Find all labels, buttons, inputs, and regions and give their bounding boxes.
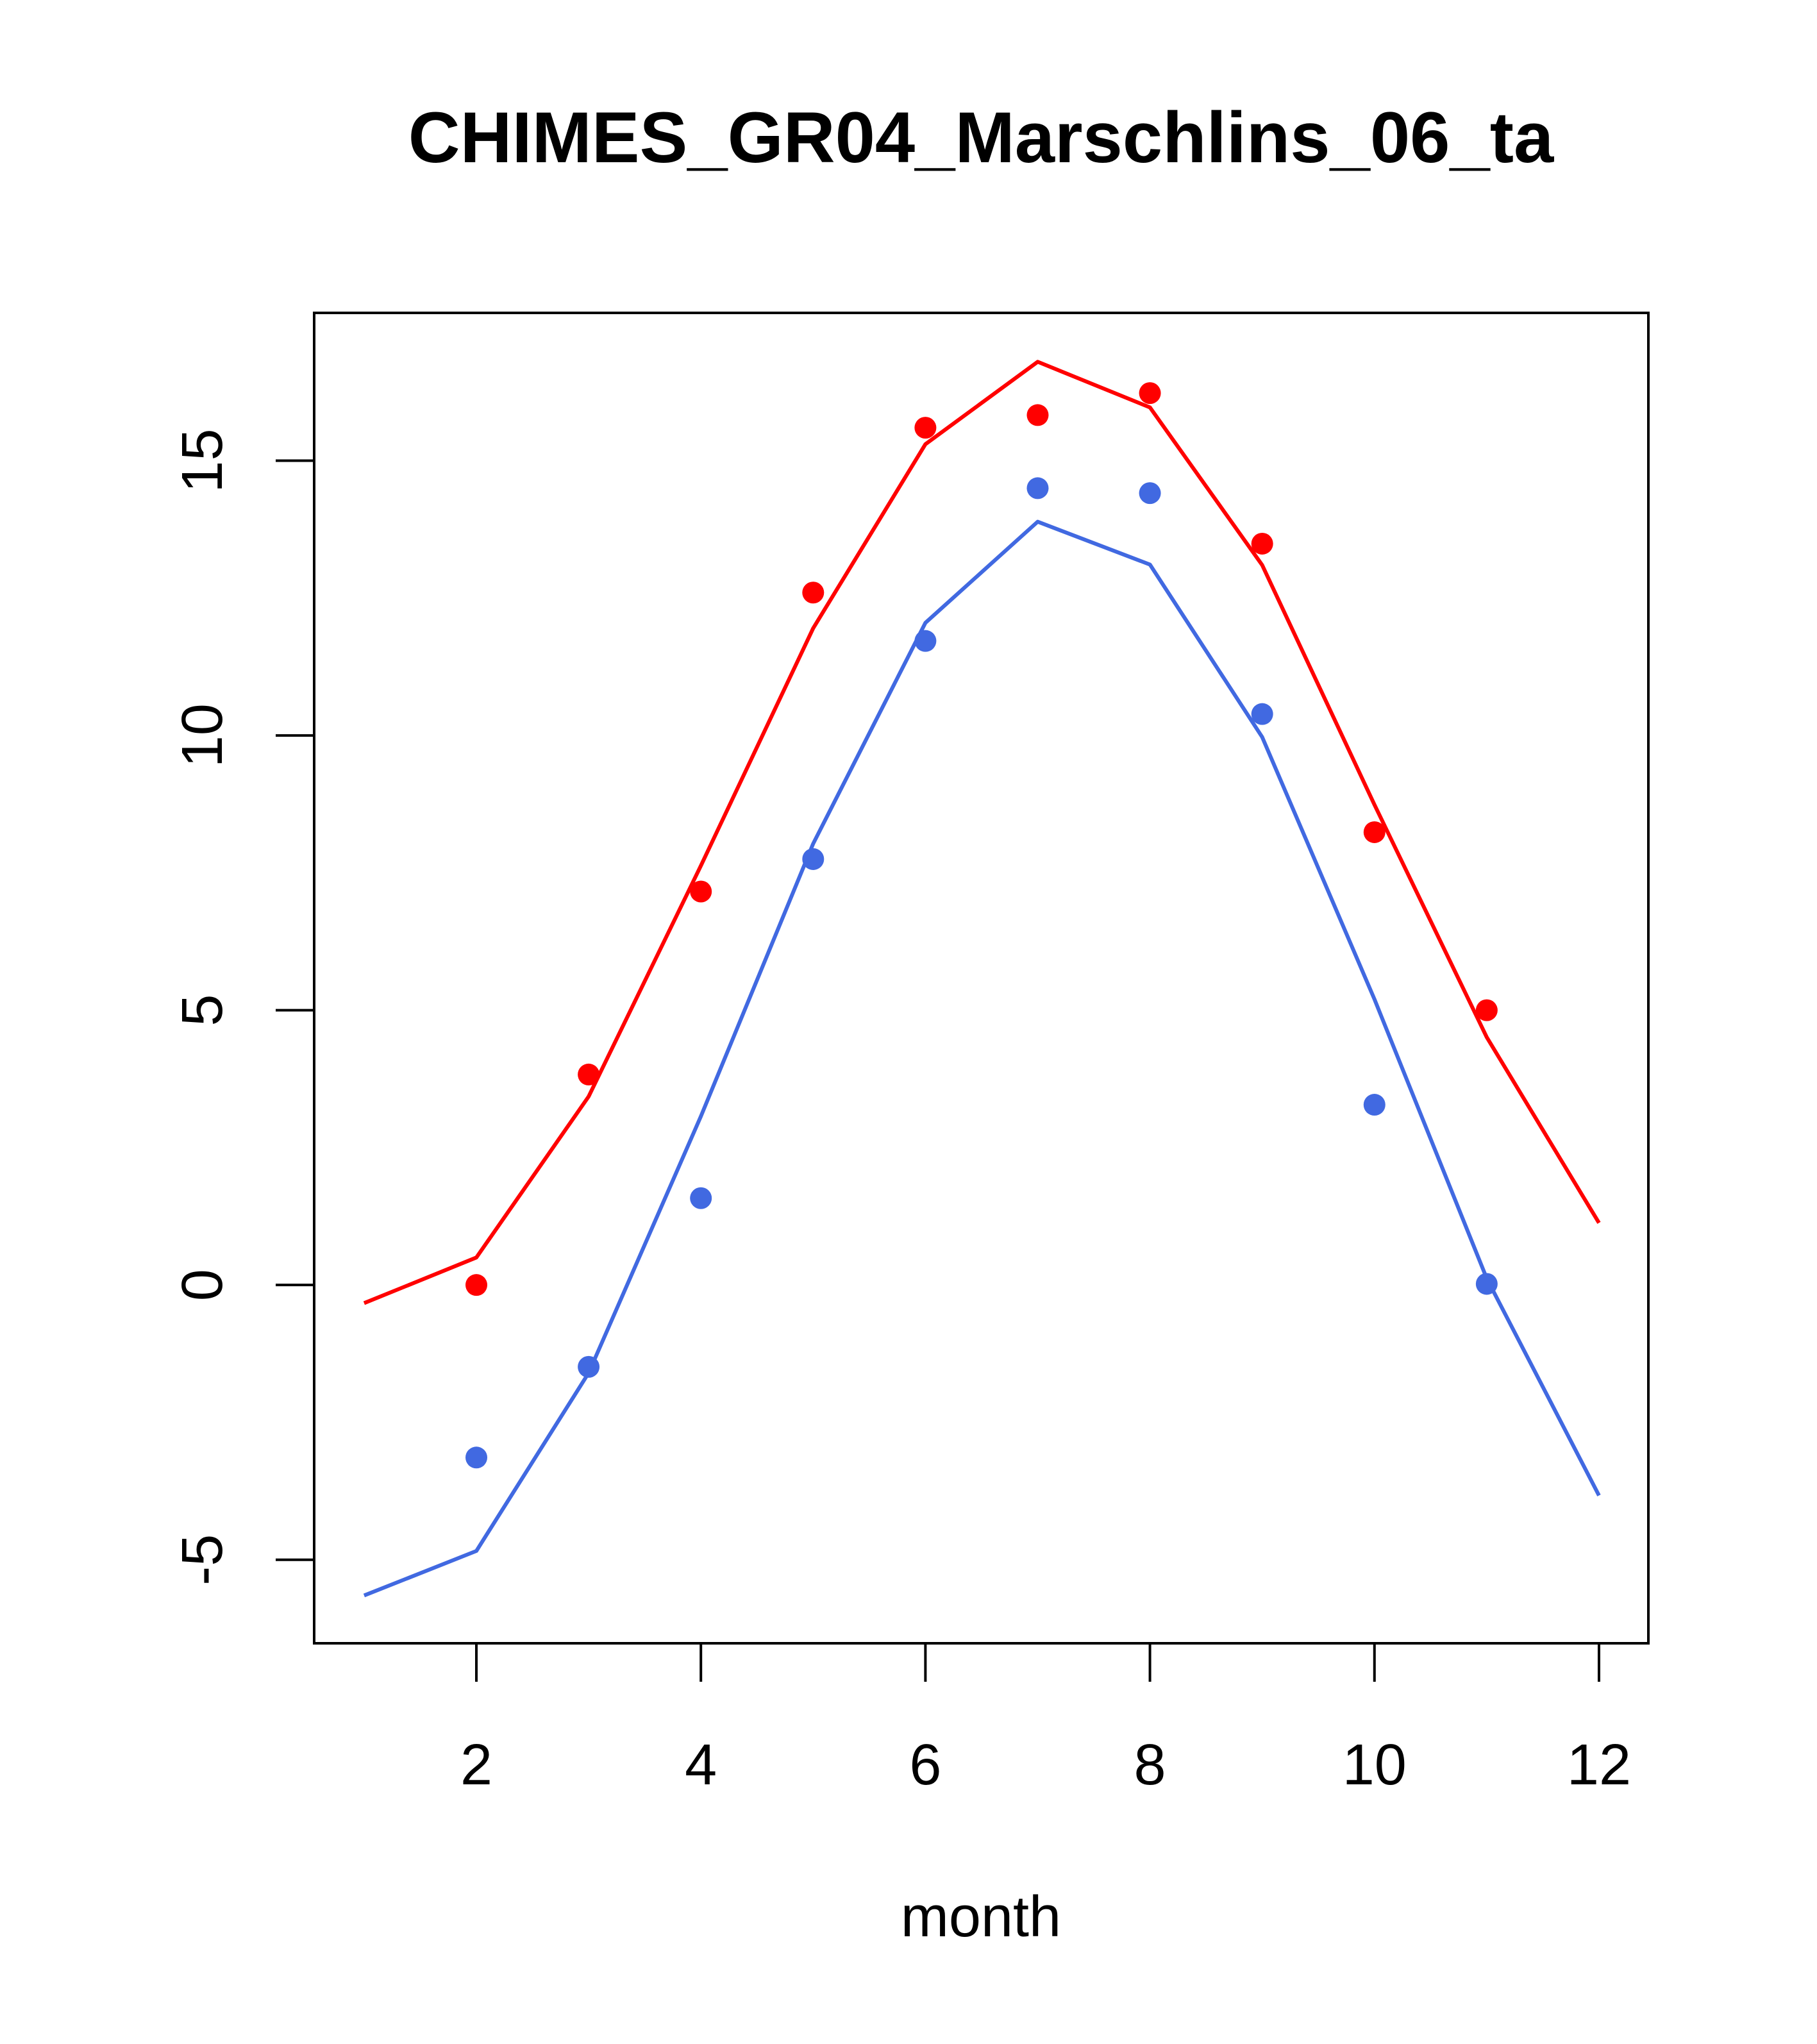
x-tick-label: 12 bbox=[1567, 1733, 1631, 1797]
blue-point bbox=[802, 848, 825, 870]
red-point bbox=[914, 417, 937, 439]
y-tick-label: 15 bbox=[171, 429, 235, 493]
blue-point bbox=[578, 1355, 600, 1378]
y-tick-label: 5 bbox=[171, 994, 235, 1026]
x-tick-label: 4 bbox=[685, 1733, 717, 1797]
red-point bbox=[1363, 821, 1386, 843]
red-point bbox=[690, 880, 712, 903]
y-axis: -5 0 5 10 15 bbox=[171, 429, 315, 1586]
blue-point bbox=[1475, 1273, 1498, 1295]
blue-point bbox=[914, 630, 937, 652]
y-tick-label: 10 bbox=[171, 703, 235, 767]
blue-point bbox=[465, 1446, 488, 1469]
x-tick-label: 6 bbox=[909, 1733, 941, 1797]
blue-point bbox=[1026, 477, 1049, 499]
blue-line bbox=[363, 519, 1601, 1598]
red-point bbox=[802, 582, 825, 604]
y-tick-label: 0 bbox=[171, 1269, 235, 1301]
y-tick-label: -5 bbox=[171, 1534, 235, 1586]
blue-point bbox=[1363, 1094, 1386, 1116]
x-tick-label: 10 bbox=[1343, 1733, 1407, 1797]
blue-point bbox=[1251, 703, 1273, 725]
x-axis-label: month bbox=[901, 1885, 1061, 1949]
plot-frame bbox=[313, 312, 1650, 1645]
chart-title: CHIMES_GR04_Marschlins_06_ta bbox=[408, 97, 1554, 178]
blue-point bbox=[1139, 482, 1161, 505]
red-point bbox=[1475, 999, 1498, 1021]
red-point bbox=[465, 1274, 488, 1296]
red-point bbox=[1251, 532, 1273, 555]
blue-point bbox=[690, 1187, 712, 1209]
red-point bbox=[1026, 404, 1049, 426]
x-tick-label: 2 bbox=[460, 1733, 492, 1797]
red-line bbox=[363, 360, 1601, 1305]
x-tick-label: 8 bbox=[1134, 1733, 1166, 1797]
red-point bbox=[578, 1063, 600, 1085]
red-point bbox=[1139, 382, 1161, 405]
series-layer bbox=[363, 360, 1601, 1598]
x-axis: 2 4 6 8 10 12 bbox=[460, 1642, 1631, 1797]
